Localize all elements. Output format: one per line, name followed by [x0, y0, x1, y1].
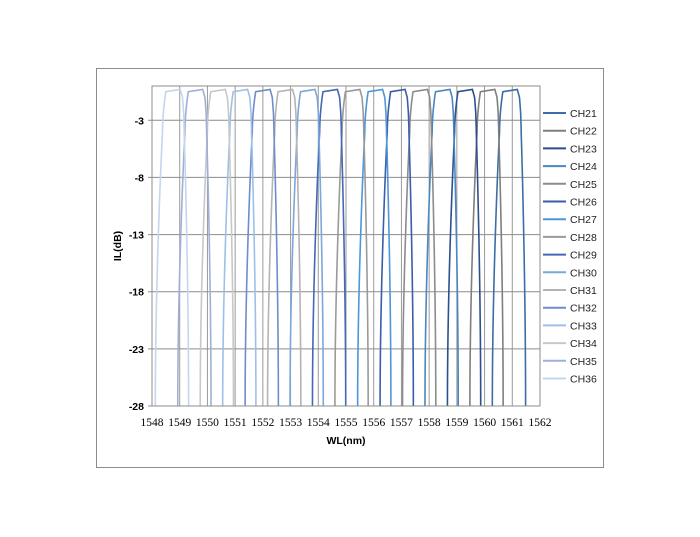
- x-tick-label: 1551: [224, 417, 247, 429]
- legend-label: CH35: [570, 356, 597, 368]
- legend-label: CH36: [570, 374, 597, 386]
- series-curve-ch28: [334, 88, 369, 407]
- x-axis-label: WL(nm): [326, 435, 365, 447]
- y-tick-label: -8: [135, 172, 144, 184]
- x-tick-label: 1555: [335, 417, 358, 429]
- legend: CH21 CH22 CH23 CH24 CH25 CH26 CH27 CH28 CH29 CH30…: [543, 108, 597, 386]
- series-curve-ch25: [401, 88, 437, 407]
- series-curve-ch36: [154, 88, 190, 407]
- legend-label: CH28: [570, 232, 597, 244]
- legend-label: CH30: [570, 267, 597, 279]
- legend-label: CH29: [570, 250, 597, 262]
- y-axis-label: IL(dB): [112, 231, 124, 261]
- legend-label: CH31: [570, 285, 597, 297]
- series-curve-ch21: [491, 88, 527, 407]
- series-curve-ch26: [379, 88, 415, 407]
- x-tick-label: 1549: [168, 417, 191, 429]
- x-tick-label: 1552: [251, 417, 274, 429]
- y-tick-label: -23: [129, 344, 144, 356]
- series-curve-ch23: [446, 88, 482, 407]
- x-tick-label: 1554: [307, 417, 330, 429]
- series-curves: [154, 88, 527, 407]
- series-curve-ch24: [424, 88, 460, 407]
- x-tick-label: 1550: [196, 417, 219, 429]
- series-curve-ch34: [199, 88, 235, 407]
- series-curve-ch22: [469, 88, 504, 407]
- chart-frame: [96, 68, 604, 468]
- legend-label: CH32: [570, 303, 597, 315]
- series-curve-ch30: [289, 88, 325, 407]
- y-tick-label: -13: [129, 230, 144, 242]
- series-curve-ch31: [266, 88, 302, 407]
- legend-label: CH27: [570, 214, 597, 226]
- x-tick-label: 1553: [279, 417, 302, 429]
- x-tick-labels: 1548 1549 1550 1551 1552 1553 1554 1555 1556 1557…: [141, 417, 552, 429]
- series-curve-ch27: [356, 88, 392, 407]
- legend-label: CH24: [570, 161, 597, 173]
- x-tick-label: 1558: [418, 417, 441, 429]
- x-tick-label: 1560: [473, 417, 496, 429]
- y-tick-labels: -3 -8 -13 -18 -23 -28: [129, 115, 144, 413]
- y-tick-label: -3: [135, 115, 144, 127]
- legend-label: CH22: [570, 126, 597, 138]
- legend-label: CH33: [570, 320, 597, 332]
- y-tick-label: -28: [129, 401, 144, 413]
- plot-area-border: [151, 85, 541, 407]
- legend-label: CH34: [570, 338, 597, 350]
- series-curve-ch33: [221, 88, 257, 407]
- x-tick-label: 1562: [529, 417, 552, 429]
- x-tick-label: 1556: [362, 417, 385, 429]
- y-tick-label: -18: [129, 287, 144, 299]
- x-tick-label: 1548: [141, 417, 164, 429]
- legend-label: CH26: [570, 197, 597, 209]
- series-curve-ch35: [176, 88, 212, 407]
- x-tick-label: 1559: [445, 417, 468, 429]
- legend-label: CH21: [570, 108, 597, 120]
- series-curve-ch32: [244, 88, 280, 407]
- legend-label: CH23: [570, 143, 597, 155]
- x-tick-label: 1557: [390, 417, 413, 429]
- legend-label: CH25: [570, 179, 597, 191]
- x-tick-label: 1561: [501, 417, 524, 429]
- series-curve-ch29: [311, 88, 347, 407]
